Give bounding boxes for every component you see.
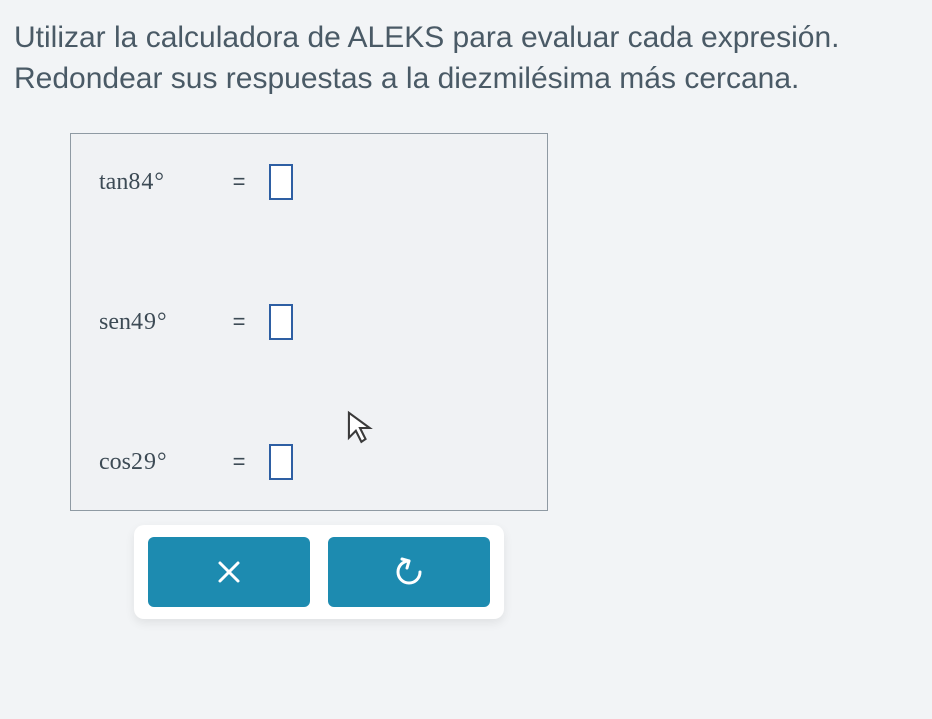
button-tray [134,525,504,619]
reset-button[interactable] [328,537,490,607]
angle-value: 29 [131,449,157,475]
problem-row-2: sen49° = [99,304,519,340]
angle-value: 49 [131,309,157,335]
expression-sen49: sen49° [99,309,209,336]
page-root: Utilizar la calculadora de ALEKS para ev… [0,0,932,639]
clear-button[interactable] [148,537,310,607]
answer-box: tan84° = sen49° = cos29° = [70,133,548,511]
problem-row-3: cos29° = [99,444,519,480]
expression-tan84: tan84° [99,169,209,196]
func-label: sen [99,309,131,335]
answer-input-3[interactable] [269,444,293,480]
degree-symbol: ° [154,169,164,195]
answer-input-1[interactable] [269,164,293,200]
func-label: tan [99,169,128,195]
answer-input-2[interactable] [269,304,293,340]
instructions-line1: Utilizar la calculadora de ALEKS para ev… [14,21,839,54]
problem-row-1: tan84° = [99,164,519,200]
func-label: cos [99,449,131,475]
x-icon [214,557,244,587]
equals-sign: = [229,309,249,335]
cursor-icon [345,410,375,446]
instructions: Utilizar la calculadora de ALEKS para ev… [14,18,902,99]
degree-symbol: ° [157,449,167,475]
degree-symbol: ° [157,309,167,335]
equals-sign: = [229,449,249,475]
undo-icon [392,555,426,589]
expression-cos29: cos29° [99,449,209,476]
angle-value: 84 [128,169,154,195]
equals-sign: = [229,169,249,195]
instructions-line2: Redondear sus respuestas a la diezmilési… [14,62,799,95]
